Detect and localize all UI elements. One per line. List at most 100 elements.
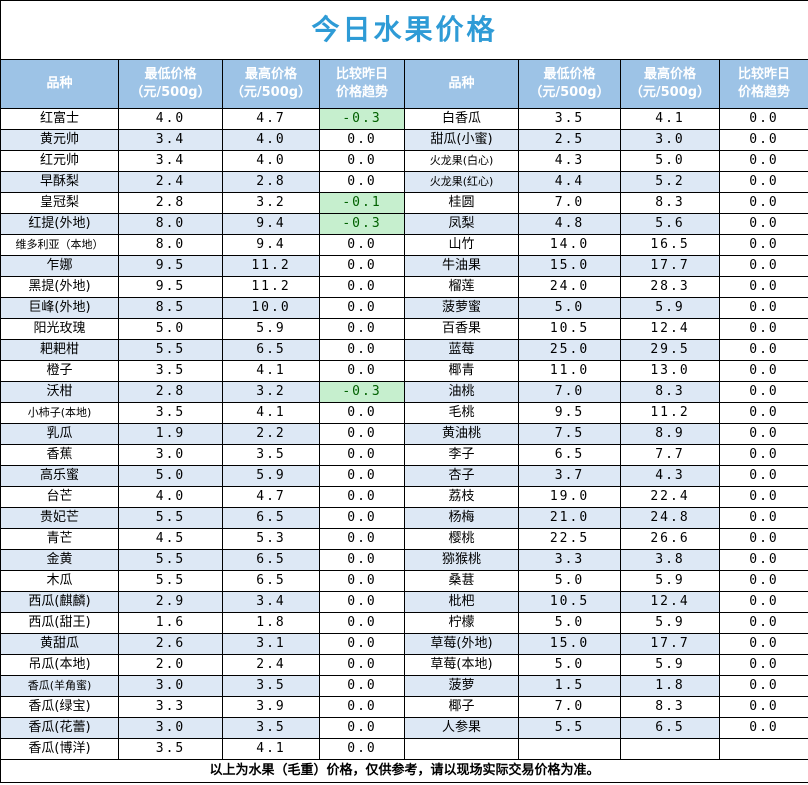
max-price: 3.5 bbox=[222, 444, 320, 466]
price-change: 0.0 bbox=[718, 171, 808, 193]
price-change: 0.0 bbox=[718, 612, 808, 634]
min-price: 11.0 bbox=[518, 360, 621, 382]
data-row: 香瓜(博洋) 3.5 4.1 0.0 bbox=[0, 738, 808, 760]
data-row: 早酥梨 2.4 2.8 0.0 火龙果(红心) 4.4 5.2 0.0 bbox=[0, 171, 808, 193]
price-change: 0.0 bbox=[319, 486, 405, 508]
column-header: 品种 bbox=[404, 59, 519, 109]
max-price: 1.8 bbox=[620, 675, 720, 697]
max-price: 16.5 bbox=[620, 234, 720, 256]
data-row: 阳光玫瑰 5.0 5.9 0.0 百香果 10.5 12.4 0.0 bbox=[0, 318, 808, 340]
min-price: 9.5 bbox=[118, 276, 223, 298]
max-price: 4.1 bbox=[222, 402, 320, 424]
price-change: 0.0 bbox=[718, 108, 808, 130]
column-header: 最低价格 （元/500g） bbox=[118, 59, 223, 109]
fruit-name: 猕猴桃 bbox=[404, 549, 519, 571]
fruit-name: 蓝莓 bbox=[404, 339, 519, 361]
max-price: 11.2 bbox=[222, 276, 320, 298]
data-row: 沃柑 2.8 3.2 -0.3 油桃 7.0 8.3 0.0 bbox=[0, 381, 808, 403]
max-price: 17.7 bbox=[620, 255, 720, 277]
max-price: 8.3 bbox=[620, 381, 720, 403]
fruit-name: 黄甜瓜 bbox=[0, 633, 119, 655]
price-change: 0.0 bbox=[319, 633, 405, 655]
price-change: 0.0 bbox=[319, 297, 405, 319]
fruit-name: 高乐蜜 bbox=[0, 465, 119, 487]
data-row: 皇冠梨 2.8 3.2 -0.1 桂圆 7.0 8.3 0.0 bbox=[0, 192, 808, 214]
max-price: 6.5 bbox=[620, 717, 720, 739]
max-price: 3.1 bbox=[222, 633, 320, 655]
price-change: 0.0 bbox=[718, 255, 808, 277]
max-price: 2.4 bbox=[222, 654, 320, 676]
max-price: 4.0 bbox=[222, 150, 320, 172]
price-change: 0.0 bbox=[718, 675, 808, 697]
data-row: 黑提(外地) 9.5 11.2 0.0 榴莲 24.0 28.3 0.0 bbox=[0, 276, 808, 298]
min-price: 5.5 bbox=[118, 507, 223, 529]
data-row: 木瓜 5.5 6.5 0.0 桑葚 5.0 5.9 0.0 bbox=[0, 570, 808, 592]
price-change: -0.3 bbox=[319, 381, 405, 403]
price-change: -0.1 bbox=[319, 192, 405, 214]
price-change: 0.0 bbox=[718, 696, 808, 718]
data-row: 黄元帅 3.4 4.0 0.0 甜瓜(小蜜) 2.5 3.0 0.0 bbox=[0, 129, 808, 151]
data-row: 高乐蜜 5.0 5.9 0.0 杏子 3.7 4.3 0.0 bbox=[0, 465, 808, 487]
price-change: 0.0 bbox=[319, 444, 405, 466]
header-line: 品种 bbox=[448, 76, 475, 91]
max-price: 6.5 bbox=[222, 549, 320, 571]
fruit-name: 百香果 bbox=[404, 318, 519, 340]
header-line: 最高价格 bbox=[244, 67, 297, 82]
fruit-name: 乳瓜 bbox=[0, 423, 119, 445]
max-price: 4.1 bbox=[222, 738, 320, 760]
price-change: 0.0 bbox=[718, 276, 808, 298]
fruit-name: 黑提(外地) bbox=[0, 276, 119, 298]
data-row: 香蕉 3.0 3.5 0.0 李子 6.5 7.7 0.0 bbox=[0, 444, 808, 466]
price-change: 0.0 bbox=[718, 507, 808, 529]
fruit-name: 火龙果(白心) bbox=[404, 150, 519, 172]
fruit-name: 西瓜(甜王) bbox=[0, 612, 119, 634]
price-change: 0.0 bbox=[319, 528, 405, 550]
min-price: 8.0 bbox=[118, 234, 223, 256]
min-price: 25.0 bbox=[518, 339, 621, 361]
min-price: 5.0 bbox=[118, 465, 223, 487]
min-price: 4.8 bbox=[518, 213, 621, 235]
fruit-name: 香瓜(花蕾) bbox=[0, 717, 119, 739]
min-price: 19.0 bbox=[518, 486, 621, 508]
fruit-name: 椰子 bbox=[404, 696, 519, 718]
max-price: 3.2 bbox=[222, 381, 320, 403]
fruit-name: 桂圆 bbox=[404, 192, 519, 214]
header-line: （元/500g） bbox=[529, 85, 610, 100]
fruit-name: 阳光玫瑰 bbox=[0, 318, 119, 340]
min-price: 5.5 bbox=[518, 717, 621, 739]
fruit-name: 火龙果(红心) bbox=[404, 171, 519, 193]
fruit-name: 香瓜(绿宝) bbox=[0, 696, 119, 718]
min-price: 3.5 bbox=[518, 108, 621, 130]
min-price: 3.4 bbox=[118, 150, 223, 172]
header-line: 品种 bbox=[46, 76, 73, 91]
max-price: 10.0 bbox=[222, 297, 320, 319]
min-price: 22.5 bbox=[518, 528, 621, 550]
price-change: 0.0 bbox=[319, 507, 405, 529]
price-change: 0.0 bbox=[319, 738, 405, 760]
fruit-name: 维多利亚（本地） bbox=[0, 234, 119, 256]
price-change: 0.0 bbox=[319, 255, 405, 277]
price-change: 0.0 bbox=[718, 150, 808, 172]
price-change: 0.0 bbox=[718, 423, 808, 445]
min-price: 3.4 bbox=[118, 129, 223, 151]
price-change: 0.0 bbox=[319, 654, 405, 676]
max-price: 5.9 bbox=[620, 654, 720, 676]
price-change: 0.0 bbox=[319, 234, 405, 256]
price-change: 0.0 bbox=[718, 654, 808, 676]
data-row: 台芒 4.0 4.7 0.0 荔枝 19.0 22.4 0.0 bbox=[0, 486, 808, 508]
fruit-name: 杨梅 bbox=[404, 507, 519, 529]
price-change: 0.0 bbox=[718, 444, 808, 466]
max-price: 5.3 bbox=[222, 528, 320, 550]
min-price: 4.3 bbox=[518, 150, 621, 172]
fruit-name: 草莓(外地) bbox=[404, 633, 519, 655]
fruit-name: 耙耙柑 bbox=[0, 339, 119, 361]
min-price: 3.0 bbox=[118, 675, 223, 697]
min-price: 3.0 bbox=[118, 717, 223, 739]
data-row: 金黄 5.5 6.5 0.0 猕猴桃 3.3 3.8 0.0 bbox=[0, 549, 808, 571]
data-row: 红提(外地) 8.0 9.4 -0.3 凤梨 4.8 5.6 0.0 bbox=[0, 213, 808, 235]
price-change: 0.0 bbox=[319, 591, 405, 613]
min-price: 4.4 bbox=[518, 171, 621, 193]
max-price: 11.2 bbox=[620, 402, 720, 424]
